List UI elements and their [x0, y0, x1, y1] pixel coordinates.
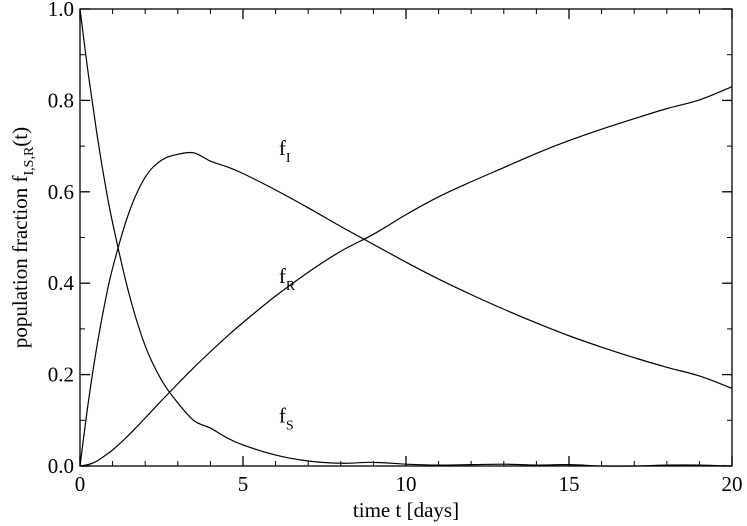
curve-label-s: fS [279, 404, 294, 434]
y-axis-title-subscript: I,S,R [22, 146, 37, 175]
x-tick-label-4: 20 [722, 472, 743, 496]
y-tick-label-4: 0.8 [48, 88, 74, 112]
curve-label-i: fI [279, 136, 291, 166]
y-axis-title-suffix: (t) [8, 127, 32, 147]
x-tick-label-0: 0 [75, 472, 86, 496]
x-tick-label-1: 5 [238, 472, 249, 496]
curves-layer [79, 8, 733, 467]
y-axis-title-main: population fraction f [8, 176, 32, 349]
y-tick-label-3: 0.6 [48, 180, 74, 204]
series-line-s [79, 8, 733, 467]
curve-label-r: fR [279, 264, 296, 294]
series-line-r [79, 86, 733, 467]
y-axis-title: population fraction fI,S,R(t) [8, 127, 37, 348]
series-line-i [79, 151, 733, 467]
y-tick-label-0: 0.0 [48, 454, 74, 478]
plot-frame [79, 8, 733, 467]
x-axis-title: time t [days] [353, 498, 459, 522]
ticks-layer: 0 5 10 15 20 0.0 0.2 0.4 0.6 0.8 1.0 [48, 0, 743, 496]
x-tick-label-2: 10 [396, 472, 417, 496]
y-tick-label-1: 0.2 [48, 363, 74, 387]
curve-labels-layer: fI fR fS [279, 136, 296, 433]
y-tick-label-5: 1.0 [48, 0, 74, 21]
y-tick-label-2: 0.4 [48, 271, 75, 295]
x-tick-label-3: 15 [559, 472, 580, 496]
